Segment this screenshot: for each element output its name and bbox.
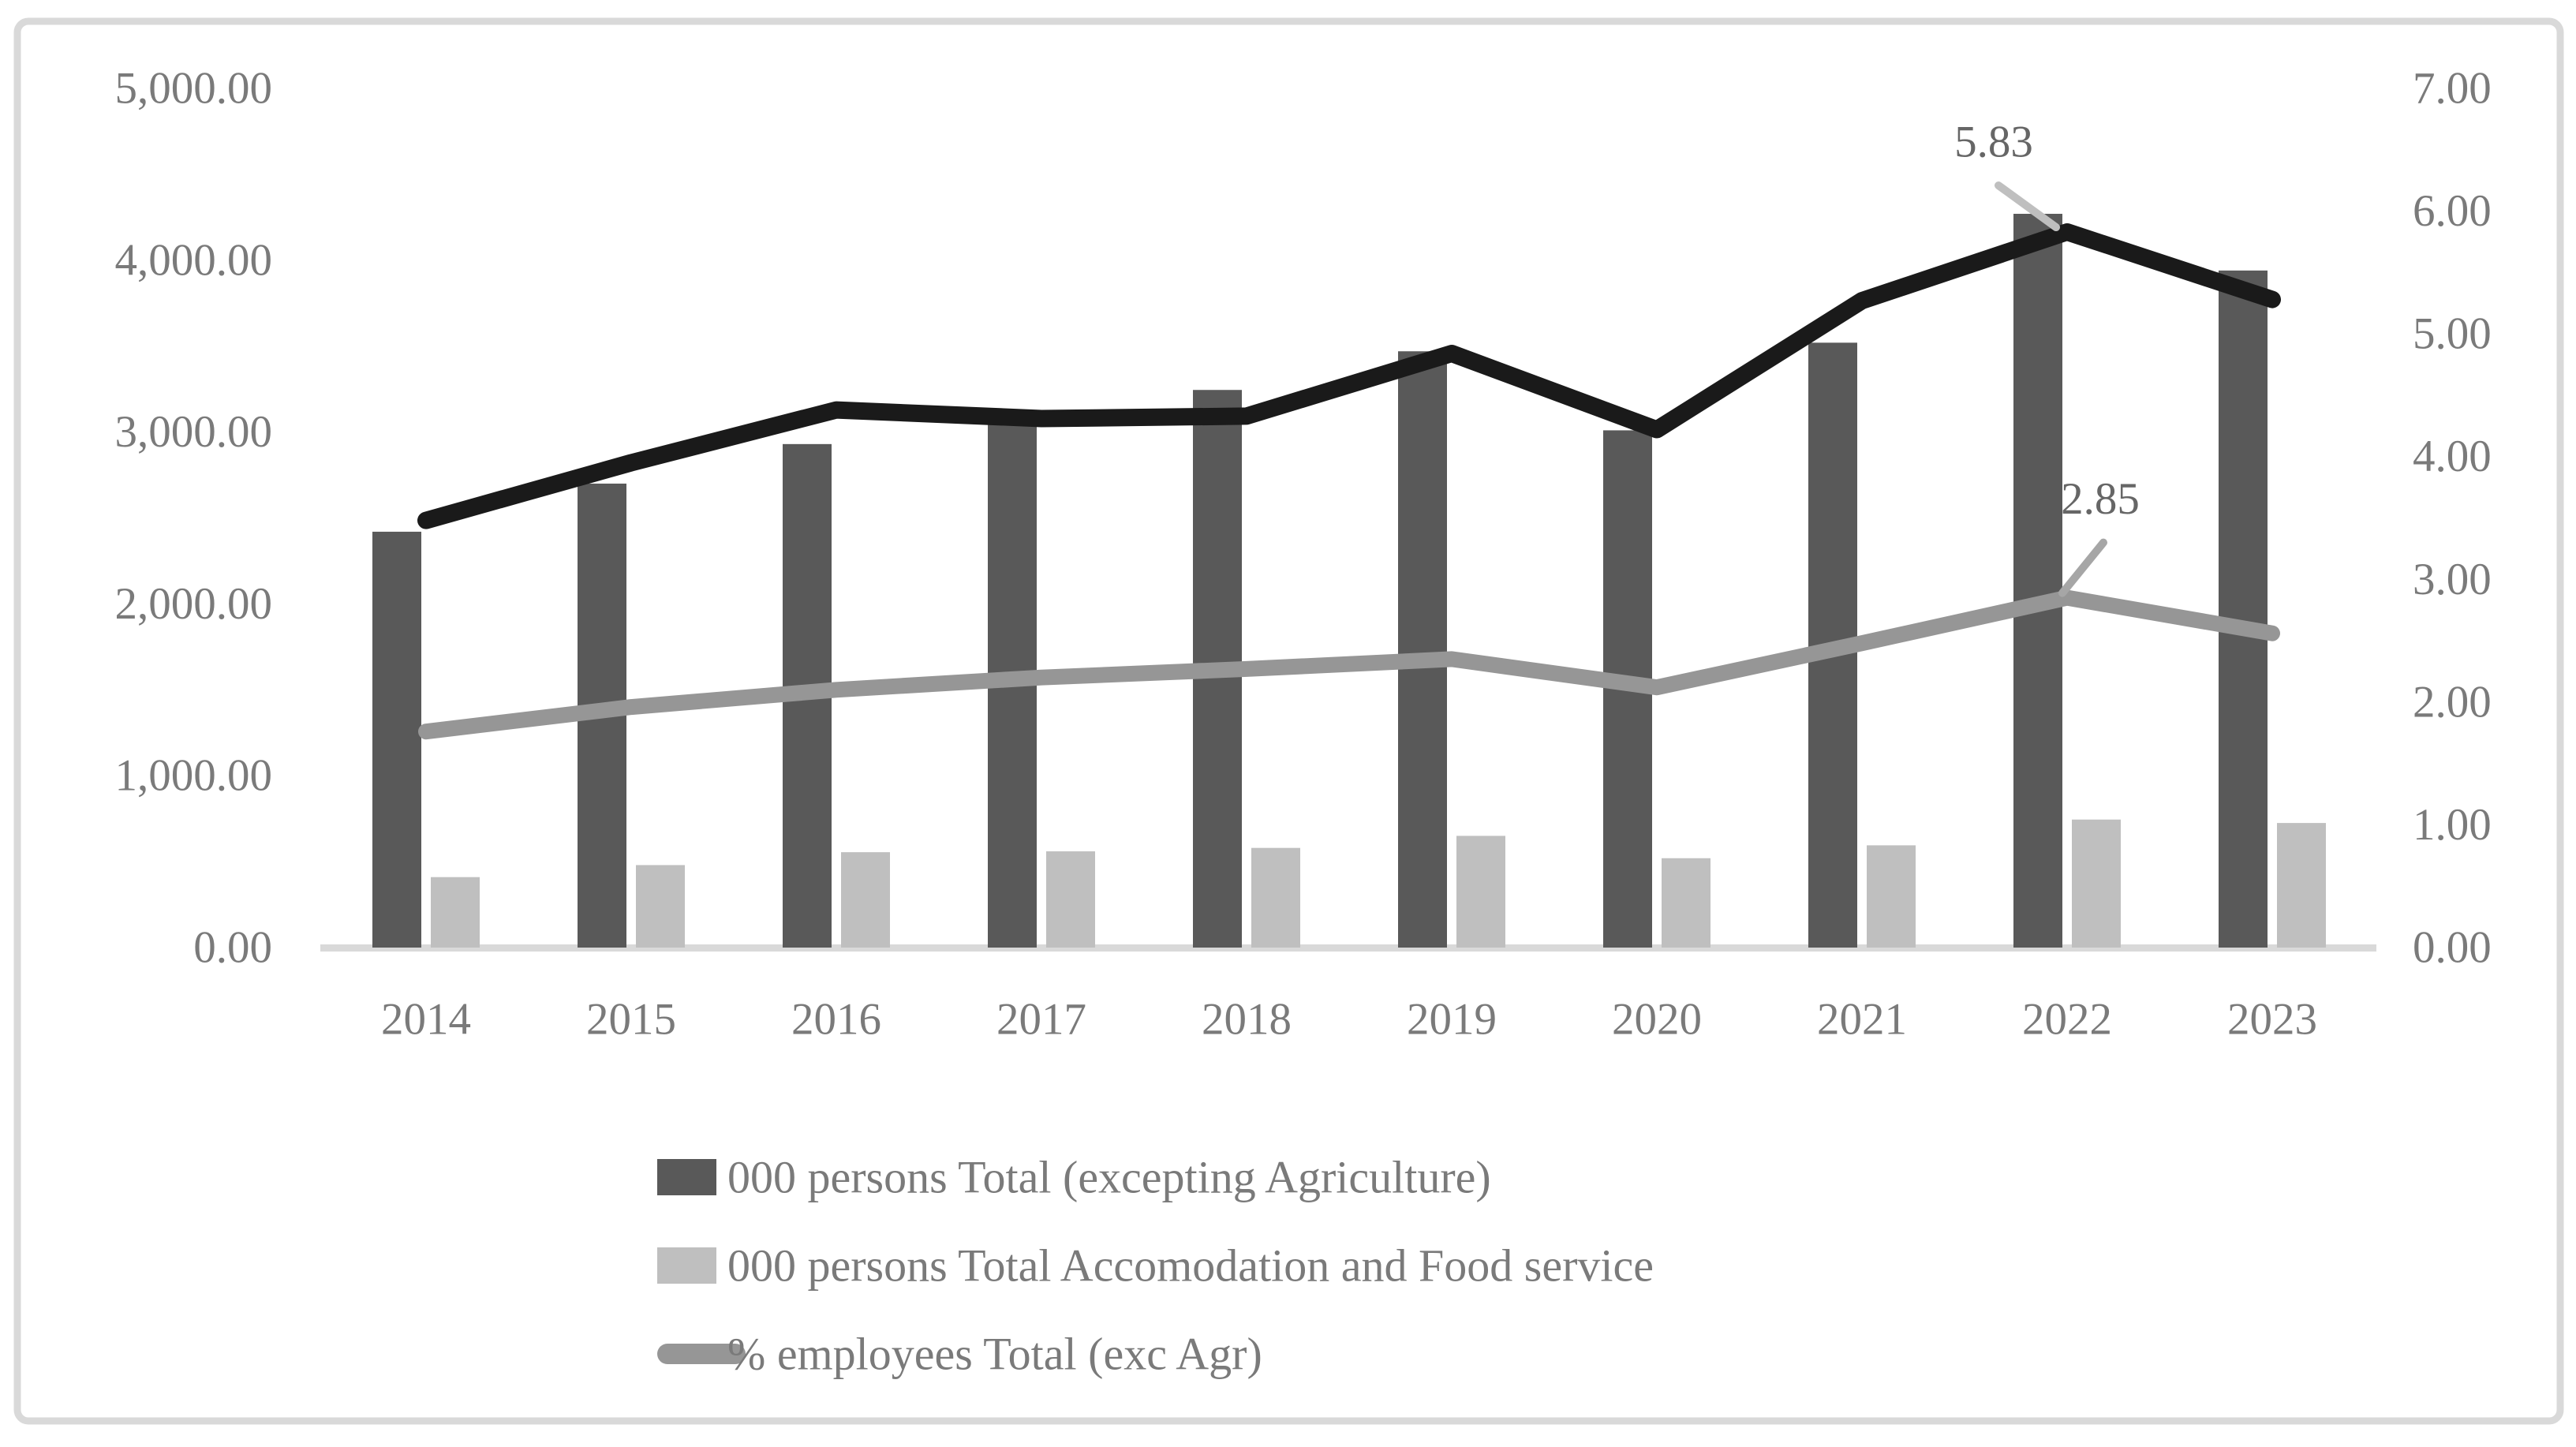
bar-dark-2023 <box>2219 270 2268 948</box>
x-axis-year-label: 2017 <box>996 995 1086 1045</box>
bar-light-2021 <box>1867 845 1916 948</box>
data-label-annotation: 2.85 <box>2061 474 2140 524</box>
bar-light-2016 <box>841 852 890 948</box>
x-axis-year-label: 2016 <box>791 995 881 1045</box>
bar-dark-2022 <box>2013 213 2062 948</box>
chart-frame-border <box>13 17 2564 1425</box>
legend-swatch-line <box>657 1344 746 1364</box>
black-line <box>417 223 2281 529</box>
x-axis-year-label: 2019 <box>1407 995 1497 1045</box>
x-axis-year-label: 2015 <box>586 995 676 1045</box>
x-axis-year-label: 2023 <box>2227 995 2317 1045</box>
left-axis-tick-label: 2,000.00 <box>115 579 273 629</box>
legend-label: 000 persons Total Accomodation and Food … <box>727 1240 1654 1292</box>
right-axis-tick-label: 2.00 <box>2413 677 2492 727</box>
legend-swatch-light-bar <box>657 1247 716 1284</box>
legend-label: 000 persons Total (excepting Agriculture… <box>727 1152 1491 1203</box>
right-axis-tick-label: 1.00 <box>2413 800 2492 850</box>
bar-light-2018 <box>1251 847 1300 948</box>
x-axis-line <box>320 944 2376 952</box>
right-axis-tick-label: 5.00 <box>2413 309 2492 359</box>
gray-percent-line <box>418 589 2280 740</box>
x-axis-year-label: 2020 <box>1612 995 1702 1045</box>
bar-light-2020 <box>1662 858 1710 948</box>
left-axis-tick-label: 3,000.00 <box>115 407 273 457</box>
x-axis-year-label: 2018 <box>1202 995 1292 1045</box>
x-axis-year-label: 2014 <box>381 995 471 1045</box>
bar-light-2014 <box>431 877 480 948</box>
right-axis-tick-label: 6.00 <box>2413 186 2492 236</box>
right-axis-tick-label: 7.00 <box>2413 64 2492 114</box>
bar-light-2022 <box>2072 819 2121 948</box>
annotation-leader-line <box>2058 538 2107 597</box>
bar-dark-2019 <box>1398 351 1447 948</box>
legend-label: % employees Total (exc Agr) <box>727 1329 1262 1380</box>
bar-light-2023 <box>2277 823 2326 948</box>
legend-swatch-dark-bar <box>657 1159 716 1195</box>
x-axis-year-label: 2021 <box>1817 995 1907 1045</box>
right-axis-tick-label: 3.00 <box>2413 555 2492 604</box>
bar-light-2015 <box>636 865 685 948</box>
left-axis-tick-label: 5,000.00 <box>115 64 273 114</box>
bar-light-2017 <box>1046 851 1095 948</box>
left-axis-tick-label: 1,000.00 <box>115 751 273 801</box>
bar-light-2019 <box>1456 836 1505 948</box>
annotation-leader-line <box>1995 181 2060 232</box>
right-axis-tick-label: 0.00 <box>2413 923 2492 973</box>
right-axis-tick-label: 4.00 <box>2413 432 2492 481</box>
bar-dark-2014 <box>372 531 421 948</box>
left-axis-tick-label: 0.00 <box>193 923 272 973</box>
left-axis-tick-label: 4,000.00 <box>115 235 273 285</box>
x-axis-year-label: 2022 <box>2022 995 2112 1045</box>
data-label-annotation: 5.83 <box>1954 118 2033 167</box>
